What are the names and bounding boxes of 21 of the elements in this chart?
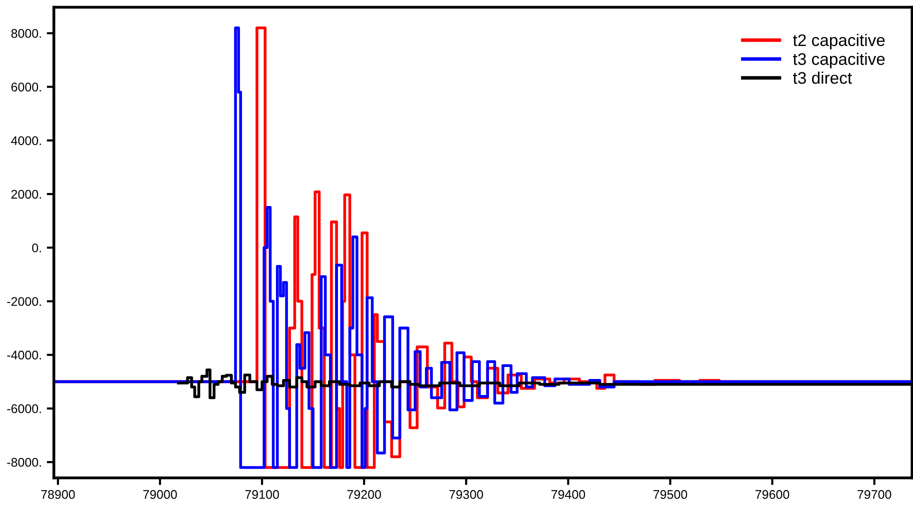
x-tick-label: 79200 (347, 490, 381, 499)
y-tick-label: 4000. (11, 136, 41, 146)
y-tick-label: -8000. (7, 458, 41, 467)
x-tick-label: 79000 (143, 490, 177, 499)
y-tick-label: -4000. (7, 350, 41, 360)
x-tick-label: 79400 (551, 490, 586, 499)
y-tick-label: 8000. (11, 29, 41, 38)
y-tick-label: 6000. (11, 82, 41, 92)
y-tick-label: -6000. (7, 404, 41, 414)
x-tick-label: 78900 (41, 490, 75, 499)
y-tick-label: 2000. (11, 190, 41, 199)
x-tick-label: 79100 (245, 490, 279, 499)
y-tick-label: -2000. (7, 297, 41, 306)
legend-label: t3 direct (793, 72, 852, 84)
x-tick-label: 79300 (449, 490, 484, 499)
legend-label: t2 capacitive (793, 34, 885, 50)
x-tick-label: 79600 (756, 490, 790, 499)
x-tick-label: 79700 (858, 490, 892, 499)
x-tick-label: 79500 (653, 490, 688, 499)
y-tick-label: 0. (32, 243, 41, 252)
legend-label: t3 capacitive (793, 52, 885, 68)
